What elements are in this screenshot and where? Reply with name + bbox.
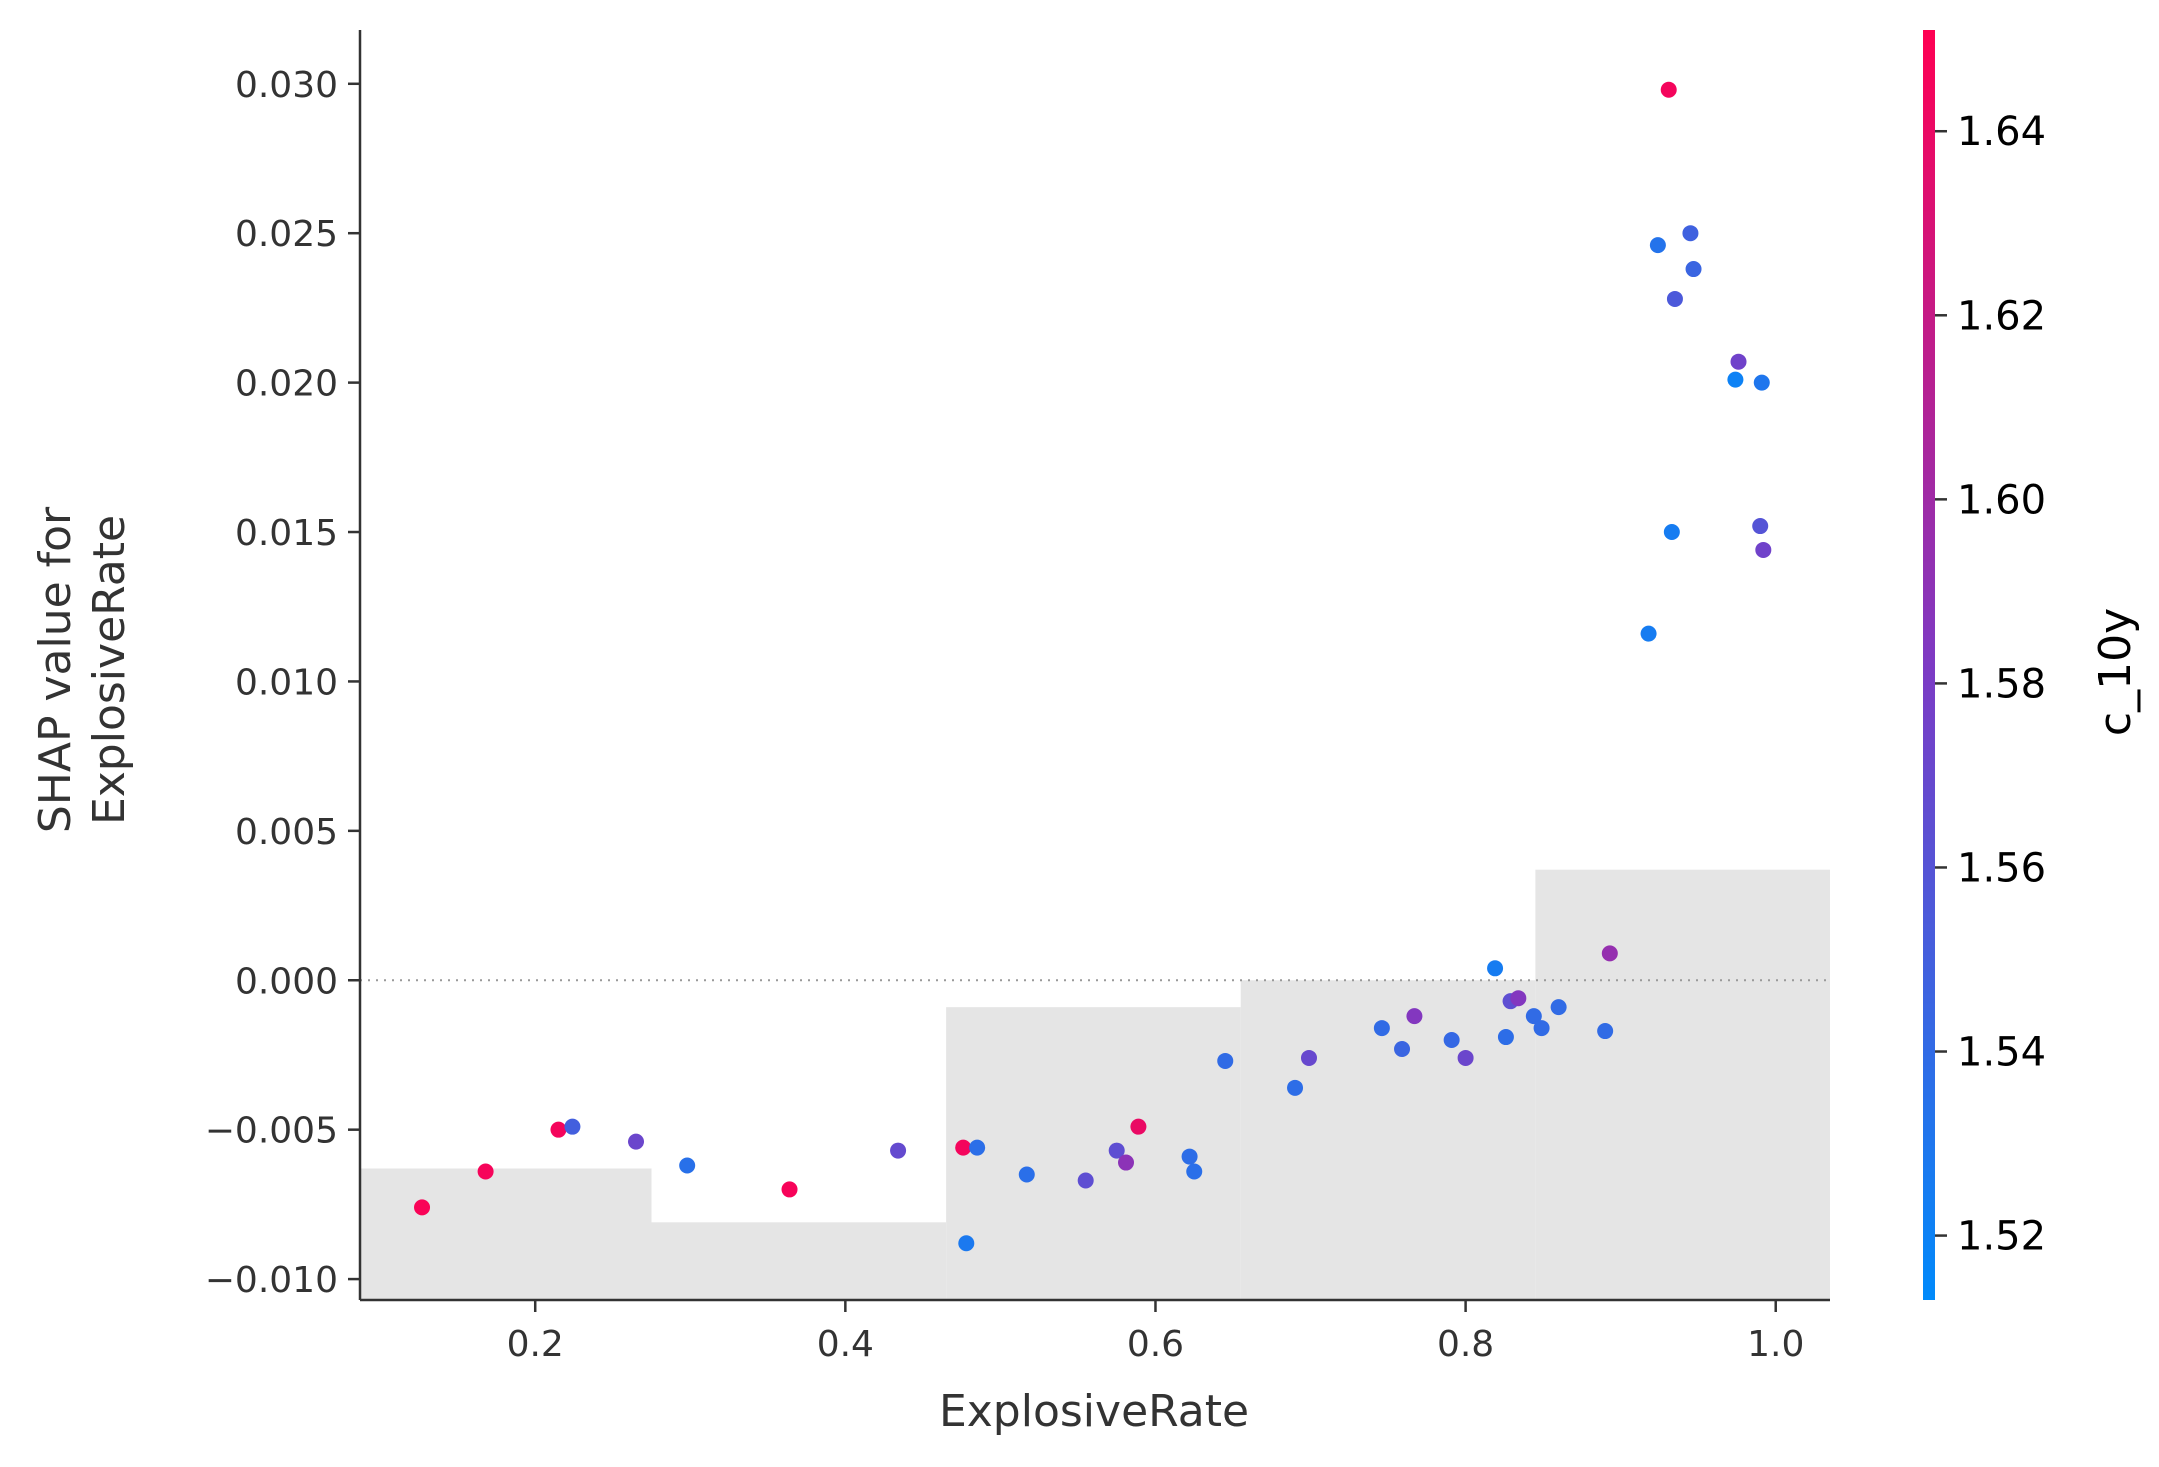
colorbar-title: c_10y (2090, 608, 2141, 736)
data-point (1457, 1049, 1474, 1066)
colorbar-ticks: 1.52 1.54 1.56 1.58 1.60 1.62 1.64 (1935, 109, 2046, 1260)
data-point (1018, 1166, 1035, 1183)
histogram-bin (360, 1168, 652, 1300)
data-point (1663, 524, 1680, 541)
data-point (1649, 237, 1666, 254)
data-point (1443, 1032, 1460, 1049)
data-point (955, 1139, 972, 1156)
y-tick-label: 0.015 (235, 513, 338, 554)
data-point (1685, 261, 1702, 278)
histogram-bin (1240, 980, 1536, 1300)
y-axis-title-line-2: ExplosiveRate (84, 515, 135, 825)
y-tick-label: 0.030 (235, 65, 338, 106)
data-point (679, 1157, 696, 1174)
histogram-background (360, 869, 1830, 1300)
data-point (477, 1163, 494, 1180)
data-point (1510, 990, 1527, 1007)
colorbar-tick-label: 1.64 (1957, 109, 2046, 155)
data-point (1727, 371, 1744, 388)
x-tick-label: 0.4 (817, 1324, 874, 1365)
data-point (1373, 1020, 1390, 1037)
data-point (781, 1181, 798, 1198)
y-tick-label: 0.020 (235, 364, 338, 405)
data-point (890, 1142, 907, 1159)
data-point (1640, 625, 1657, 642)
data-point (550, 1121, 567, 1138)
x-tick-label: 0.2 (507, 1324, 564, 1365)
colorbar-tick-label: 1.58 (1957, 661, 2046, 707)
y-tick-label: −0.005 (205, 1111, 338, 1152)
data-point (1186, 1163, 1203, 1180)
data-point (1287, 1079, 1304, 1096)
data-point (1730, 353, 1747, 370)
data-point (1753, 374, 1770, 391)
data-point (1487, 960, 1504, 977)
y-tick-label: 0.000 (235, 961, 338, 1002)
data-point (1550, 999, 1567, 1016)
x-tick-label: 0.6 (1127, 1324, 1184, 1365)
histogram-bin (1535, 869, 1830, 1300)
data-point (969, 1139, 986, 1156)
scatter-points (414, 81, 1772, 1252)
data-point (1130, 1118, 1147, 1135)
data-point (958, 1235, 975, 1252)
colorbar-tick-label: 1.56 (1957, 845, 2046, 891)
colorbar-tick-label: 1.54 (1957, 1030, 2046, 1076)
y-tick-label: −0.010 (205, 1260, 338, 1301)
data-point (1217, 1052, 1234, 1069)
colorbar-tick-label: 1.62 (1957, 293, 2046, 339)
data-point (1181, 1148, 1198, 1165)
x-axis-ticks: 0.2 0.4 0.6 0.8 1.0 (507, 1300, 1804, 1365)
data-point (1666, 290, 1683, 307)
x-axis-title: ExplosiveRate (939, 1386, 1249, 1437)
x-tick-label: 0.8 (1437, 1324, 1494, 1365)
colorbar-tick-label: 1.60 (1957, 477, 2046, 523)
data-point (1394, 1040, 1411, 1057)
colorbar (1923, 30, 1935, 1300)
data-point (1682, 225, 1699, 242)
data-point (1752, 518, 1769, 535)
data-point (1533, 1020, 1550, 1037)
data-point (414, 1199, 431, 1216)
data-point (1525, 1008, 1542, 1025)
data-point (1597, 1023, 1614, 1040)
data-point (1118, 1154, 1135, 1171)
x-tick-label: 1.0 (1747, 1324, 1804, 1365)
colorbar-tick-label: 1.52 (1957, 1214, 2046, 1260)
data-point (1406, 1008, 1423, 1025)
data-point (1077, 1172, 1094, 1189)
data-point (1497, 1029, 1514, 1046)
histogram-bin (651, 1222, 947, 1300)
y-tick-label: 0.010 (235, 662, 338, 703)
y-tick-label: 0.025 (235, 214, 338, 255)
data-point (1755, 541, 1772, 558)
data-point (1300, 1049, 1317, 1066)
y-tick-label: 0.005 (235, 812, 338, 853)
data-point (628, 1133, 645, 1150)
data-point (1108, 1142, 1125, 1159)
data-point (564, 1118, 581, 1135)
y-axis-ticks: −0.010 −0.005 0.000 0.005 0.010 0.015 0.020 0.0… (205, 65, 360, 1301)
y-axis-title-line-1: SHAP value for (30, 506, 81, 833)
data-point (1660, 81, 1677, 98)
data-point (1601, 945, 1618, 962)
y-axis-title: SHAP value for ExplosiveRate (30, 506, 135, 833)
